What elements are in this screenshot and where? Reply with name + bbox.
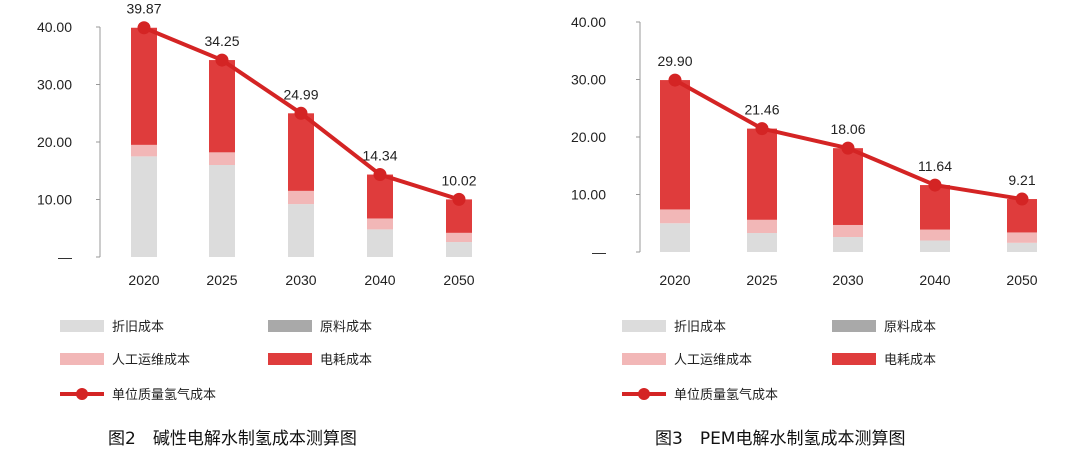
bar-depreciation-2020	[131, 156, 157, 257]
bar-depreciation-2025	[209, 165, 235, 257]
legend-swatch-raw-material	[832, 320, 876, 332]
bar-depreciation-2040	[920, 240, 950, 252]
chart-2: — 10.00 20.00 30.00 40.00 2020 2025 2030 2040 205…	[571, 14, 1038, 449]
hydrogen-cost-point-2030	[841, 141, 855, 155]
data-label: 34.25	[204, 33, 239, 49]
bar-labor-2040	[920, 229, 950, 241]
bar-depreciation-2050	[1007, 242, 1037, 252]
bar-labor-2050	[446, 232, 472, 243]
bar-labor-2030	[833, 224, 863, 238]
data-label: 11.64	[918, 158, 952, 174]
bar-electricity-2025	[209, 60, 235, 153]
data-label: 39.87	[126, 1, 161, 17]
legend-swatch-depreciation	[622, 320, 666, 332]
bar-labor-2030	[288, 190, 314, 205]
hydrogen-cost-point-2050	[1015, 192, 1029, 206]
bar-labor-2025	[747, 219, 777, 234]
bar-labor-2020	[660, 209, 690, 224]
data-label: 18.06	[830, 121, 865, 137]
legend-swatch-labor	[60, 353, 104, 365]
figure-caption: 图2 碱性电解水制氢成本测算图	[108, 429, 357, 449]
y-tick-label: 20.00	[571, 129, 606, 145]
legend-marker-hydrogen-cost	[76, 388, 88, 400]
x-tick-label: 2050	[443, 272, 474, 288]
y-tick-label: 30.00	[571, 72, 606, 88]
x-tick-label: 2020	[128, 272, 159, 288]
bar-electricity-2025	[747, 128, 777, 220]
legend-swatch-electricity	[832, 353, 876, 365]
legend-label-electricity: 电耗成本	[320, 353, 372, 368]
legend-label-labor: 人工运维成本	[112, 353, 190, 368]
legend-label-electricity: 电耗成本	[884, 353, 936, 368]
bar-electricity-2040	[920, 185, 950, 230]
data-label: 21.46	[744, 102, 779, 118]
y-tick-label: 20.00	[37, 134, 72, 150]
hydrogen-cost-point-2040	[928, 178, 942, 192]
bar-labor-2025	[209, 152, 235, 165]
legend-swatch-labor	[622, 353, 666, 365]
data-label: 14.34	[362, 148, 397, 164]
legend-label-labor: 人工运维成本	[674, 353, 752, 368]
bar-labor-2050	[1007, 232, 1037, 243]
data-label: 9.21	[1008, 172, 1035, 188]
legend-label-depreciation: 折旧成本	[674, 320, 726, 335]
bar-electricity-2040	[367, 174, 393, 219]
data-label: 24.99	[283, 86, 318, 102]
y-tick-label: 40.00	[571, 14, 606, 30]
bar-electricity-2020	[660, 80, 690, 210]
x-tick-label: 2025	[746, 272, 777, 288]
hydrogen-cost-point-2025	[215, 53, 229, 67]
legend-label-raw-material: 原料成本	[320, 320, 372, 335]
x-tick-label: 2040	[919, 272, 950, 288]
y-tick-label: 30.00	[37, 77, 72, 93]
chart-1: — 10.00 20.00 30.00 40.00 2020 2025 2030 2040 205…	[37, 1, 477, 449]
x-tick-label: 2020	[659, 272, 690, 288]
x-tick-label: 2025	[206, 272, 237, 288]
legend-label-hydrogen-cost: 单位质量氢气成本	[112, 387, 216, 403]
bar-electricity-2020	[131, 27, 157, 145]
bar-labor-2040	[367, 218, 393, 230]
hydrogen-cost-point-2025	[755, 122, 769, 136]
figure-caption: 图3 PEM电解水制氢成本测算图	[655, 429, 905, 449]
legend-label-raw-material: 原料成本	[884, 320, 936, 335]
bar-depreciation-2050	[446, 242, 472, 257]
data-label: 29.90	[657, 53, 692, 69]
legend-swatch-depreciation	[60, 320, 104, 332]
legend-label-depreciation: 折旧成本	[112, 320, 164, 335]
hydrogen-cost-point-2020	[137, 21, 151, 35]
hydrogen-cost-point-2030	[294, 106, 308, 120]
hydrogen-cost-point-2040	[373, 168, 387, 182]
x-tick-label: 2030	[832, 272, 863, 288]
y-tick-label: —	[592, 244, 606, 260]
y-tick-label: 40.00	[37, 19, 72, 35]
y-tick-label: 10.00	[37, 192, 72, 208]
hydrogen-cost-point-2050	[452, 192, 466, 206]
bar-electricity-2030	[288, 113, 314, 191]
bar-electricity-2030	[833, 148, 863, 225]
y-tick-label: —	[58, 249, 72, 265]
hydrogen-cost-point-2020	[668, 73, 682, 87]
x-tick-label: 2030	[285, 272, 316, 288]
bar-depreciation-2030	[833, 237, 863, 252]
x-tick-label: 2040	[364, 272, 395, 288]
y-tick-label: 10.00	[571, 187, 606, 203]
bar-depreciation-2025	[747, 233, 777, 252]
bar-depreciation-2040	[367, 229, 393, 257]
bar-depreciation-2030	[288, 204, 314, 257]
x-tick-label: 2050	[1006, 272, 1037, 288]
data-label: 10.02	[441, 172, 476, 188]
bar-depreciation-2020	[660, 223, 690, 252]
legend-swatch-electricity	[268, 353, 312, 365]
legend-swatch-raw-material	[268, 320, 312, 332]
legend-label-hydrogen-cost: 单位质量氢气成本	[674, 387, 778, 403]
legend-marker-hydrogen-cost	[638, 388, 650, 400]
bar-labor-2020	[131, 144, 157, 157]
